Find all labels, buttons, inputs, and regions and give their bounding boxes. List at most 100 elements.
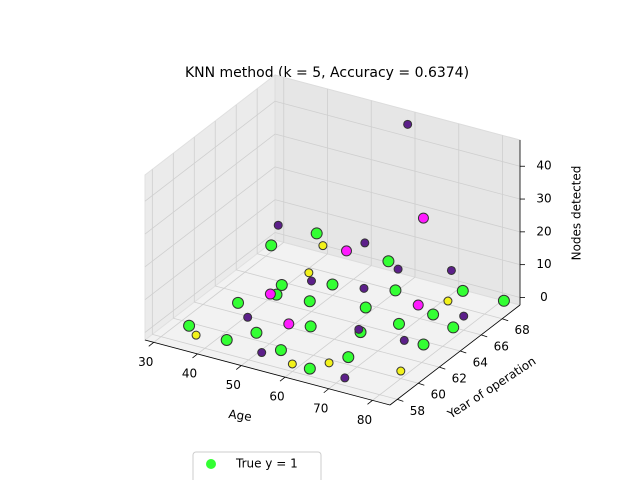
point [354,324,364,334]
point [273,220,283,230]
point [183,319,196,332]
point [360,238,370,248]
x-tick-label: 60 [269,390,284,404]
chart-title: KNN method (k = 5, Accuracy = 0.6374) [185,65,469,81]
z-tick-label: 30 [536,192,551,206]
z-grid-left [144,166,276,268]
x-tick [323,388,329,394]
x-grid-floor [153,242,284,343]
point [275,278,288,291]
y-tick-label: 58 [410,404,425,418]
y-grid-floor [257,253,503,320]
y-tick [460,350,467,354]
point [250,326,263,339]
x-axis-label: Age [228,407,253,424]
point [396,366,406,376]
point [274,344,287,357]
point [446,265,456,275]
point [340,245,352,257]
x-tick-label: 70 [313,401,328,415]
point [220,333,233,346]
point [243,312,253,322]
point [232,296,245,309]
point [497,294,510,307]
y-grid-floor [152,333,398,400]
y-tick [481,334,488,338]
z-grid-back [274,166,521,233]
x-tick-label: 50 [226,378,241,392]
point [393,264,403,274]
y-tick-label: 60 [431,388,446,402]
y-tick-label: 64 [473,355,488,369]
x-tick-label: 30 [138,355,153,369]
x-tick [192,353,198,359]
point [382,255,395,268]
point [287,359,297,369]
y-grid-floor [236,269,482,336]
point [447,321,460,334]
point [191,330,201,340]
point [324,358,334,368]
z-tick-label: 10 [536,257,551,271]
axis-line [144,339,391,406]
point [310,227,323,240]
y-tick [397,398,404,402]
y-tick [439,366,446,370]
point [443,296,453,306]
point [359,301,372,314]
axes: 30 40 50 60 70 80 58 60 62 64 66 68 0 10 20 30 40 [138,73,552,427]
y-tick-label: 68 [515,323,530,337]
z-grid-left [144,100,276,202]
y-grid-floor [173,317,419,384]
point [304,320,317,333]
point [417,338,430,351]
point [283,318,295,330]
x-grid-floor [328,288,459,390]
x-tick [367,400,373,405]
point [417,212,429,224]
point [318,241,328,251]
point [392,317,405,330]
z-grid-back [274,199,521,266]
legend-label: True y = 1 [235,457,298,471]
point [303,362,316,375]
z-grid-left [144,133,276,235]
x-tick-label: 40 [182,366,197,380]
point [264,288,276,300]
x-tick [279,376,286,382]
z-grid-back [274,133,521,200]
point [304,268,314,278]
x-tick [236,365,242,370]
point [326,278,339,291]
point [403,119,413,129]
y-tick [502,318,509,322]
legend-marker [206,459,216,469]
z-axis-label: Nodes detected [570,166,584,261]
y-grid-floor [194,301,440,368]
point [459,311,469,321]
axis-line [389,304,521,406]
legend-box [192,451,322,480]
point [427,308,440,321]
point [265,239,278,252]
z-tick-label: 0 [540,290,548,304]
point [340,373,350,383]
y-tick-label: 66 [494,339,509,353]
point [342,351,355,364]
z-grid-left [144,199,276,300]
point [306,276,316,286]
y-grid-floor [215,285,461,352]
point [456,284,469,297]
y-tick-label: 62 [452,372,467,386]
x-tick [148,342,154,347]
point [359,283,369,293]
y-tick [418,382,425,386]
z-tick-label: 20 [536,224,551,238]
z-tick-label: 40 [536,159,551,173]
x-grid-floor [372,300,503,401]
point [412,299,424,311]
point [303,295,316,308]
z-grid-back [274,100,521,167]
point [257,348,267,358]
